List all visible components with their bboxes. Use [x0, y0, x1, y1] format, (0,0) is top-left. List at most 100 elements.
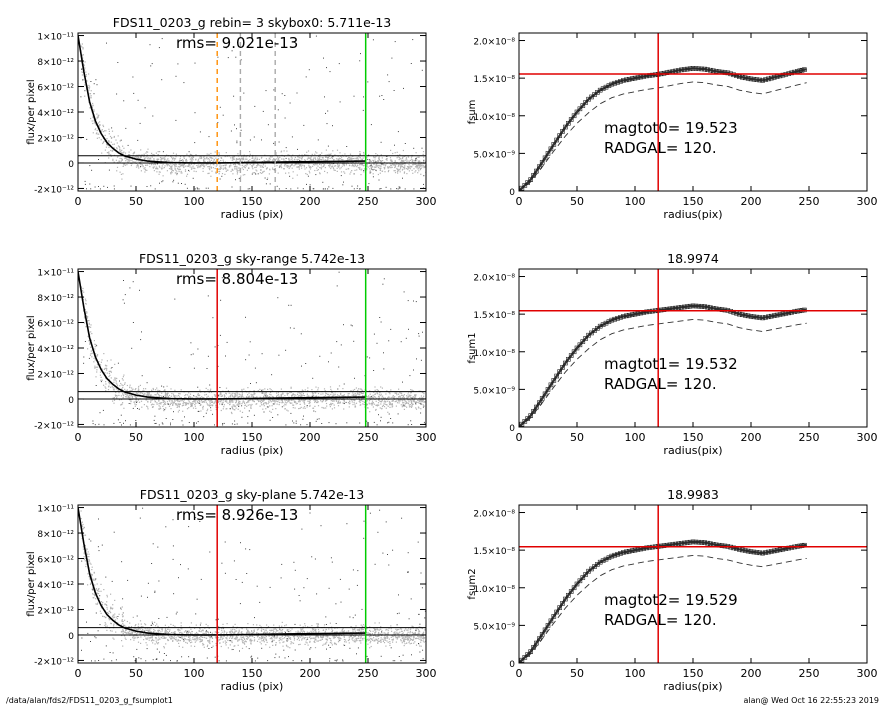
x-tick-label: 300 — [416, 667, 437, 680]
data-point — [661, 70, 667, 76]
data-point — [696, 66, 702, 72]
footer-user-timestamp: alan@ Wed Oct 16 22:55:23 2019 — [743, 696, 879, 705]
data-point — [583, 336, 589, 341]
data-point — [702, 66, 707, 72]
y-axis-label: flux/per pixel — [26, 551, 37, 616]
data-point — [658, 307, 664, 313]
scatter-noise-cloud — [80, 43, 426, 180]
data-point — [618, 551, 623, 556]
data-point — [802, 307, 807, 313]
x-tick-label: 200 — [741, 195, 762, 208]
data-point — [525, 416, 531, 421]
plot-area — [519, 33, 867, 191]
data-point — [603, 84, 609, 90]
data-point — [760, 315, 765, 321]
data-point — [629, 548, 635, 554]
x-tick-label: 50 — [129, 667, 143, 680]
data-point — [519, 185, 525, 191]
data-point — [571, 585, 577, 591]
data-point — [797, 543, 803, 549]
x-tick-label: 100 — [184, 195, 205, 208]
data-point — [565, 356, 571, 362]
data-point — [719, 307, 725, 312]
y-tick-label: 4×10⁻¹² — [37, 581, 74, 591]
data-point — [600, 322, 606, 327]
data-point — [771, 313, 777, 318]
data-point — [548, 382, 554, 388]
chart-panel-4: 0 50 100 150 200 250 300 0 5.0×10⁻⁹ 1.0×10⁻⁸ 1.5×1… — [467, 251, 878, 457]
radgal-annotation: RADGAL= 120. — [604, 375, 717, 393]
data-point — [754, 77, 760, 82]
plot-frame — [518, 32, 868, 192]
data-point — [739, 74, 745, 80]
data-point — [702, 540, 707, 545]
data-point — [687, 66, 693, 72]
data-point — [644, 545, 649, 551]
data-point — [710, 68, 716, 74]
data-point — [626, 548, 632, 554]
data-point — [661, 307, 667, 312]
data-point — [568, 117, 574, 122]
y-tick-label: 1.5×10⁻⁸ — [473, 547, 515, 557]
data-point — [754, 314, 760, 320]
data-point — [799, 543, 805, 548]
data-point — [748, 314, 754, 319]
data-point — [768, 549, 774, 554]
x-tick-label: 300 — [857, 667, 878, 680]
data-point — [632, 75, 638, 81]
data-point — [760, 550, 765, 556]
data-point — [763, 77, 768, 82]
data-point — [737, 311, 742, 317]
data-point — [792, 309, 797, 314]
data-point — [799, 67, 805, 73]
dashed-curve — [519, 81, 807, 191]
data-point — [774, 548, 780, 553]
y-axis-label: flux/per pixel — [26, 315, 37, 380]
data-point — [612, 316, 618, 322]
data-point — [557, 605, 562, 611]
y-tick-label: 8×10⁻¹² — [37, 294, 74, 304]
y-tick-label: 2×10⁻¹² — [37, 370, 74, 380]
data-point — [618, 315, 623, 320]
data-point — [612, 552, 618, 558]
data-point — [768, 75, 774, 81]
x-tick-label: 250 — [799, 667, 820, 680]
data-point — [632, 547, 638, 553]
x-axis-label: radius (pix) — [221, 208, 284, 221]
data-point — [731, 545, 736, 551]
data-point — [771, 75, 777, 80]
y-tick-label: 2×10⁻¹² — [37, 606, 74, 616]
data-point — [545, 387, 551, 392]
data-point — [760, 78, 765, 83]
mean-profile-line — [78, 35, 366, 164]
data-point — [621, 550, 626, 555]
data-point — [571, 113, 577, 119]
data-point — [565, 592, 571, 598]
data-point — [621, 78, 626, 83]
data-point — [563, 124, 568, 130]
data-point — [551, 142, 557, 147]
y-tick-label: 1×10⁻¹¹ — [37, 33, 74, 43]
data-point — [577, 106, 583, 112]
plot-frame — [518, 504, 868, 664]
y-tick-label: 2.0×10⁻⁸ — [473, 510, 515, 520]
data-point — [545, 623, 551, 628]
x-tick-label: 300 — [857, 195, 878, 208]
data-point — [571, 349, 577, 355]
data-point — [522, 655, 528, 660]
data-point — [658, 543, 664, 549]
x-tick-label: 150 — [683, 431, 704, 444]
data-point — [551, 378, 557, 383]
chart-title: FDS11_0203_g sky-range 5.742e-13 — [139, 251, 365, 266]
y-tick-label: 0 — [68, 396, 74, 406]
data-point — [751, 549, 757, 555]
data-point — [708, 305, 713, 311]
data-point — [699, 66, 705, 72]
data-point — [690, 66, 696, 71]
data-point — [531, 173, 536, 178]
data-point — [679, 67, 684, 73]
x-tick-label: 200 — [300, 431, 321, 444]
y-axis-label: flux/per pixel — [26, 79, 37, 144]
data-point — [635, 75, 641, 80]
y-tick-label: 1.0×10⁻⁸ — [473, 349, 515, 359]
